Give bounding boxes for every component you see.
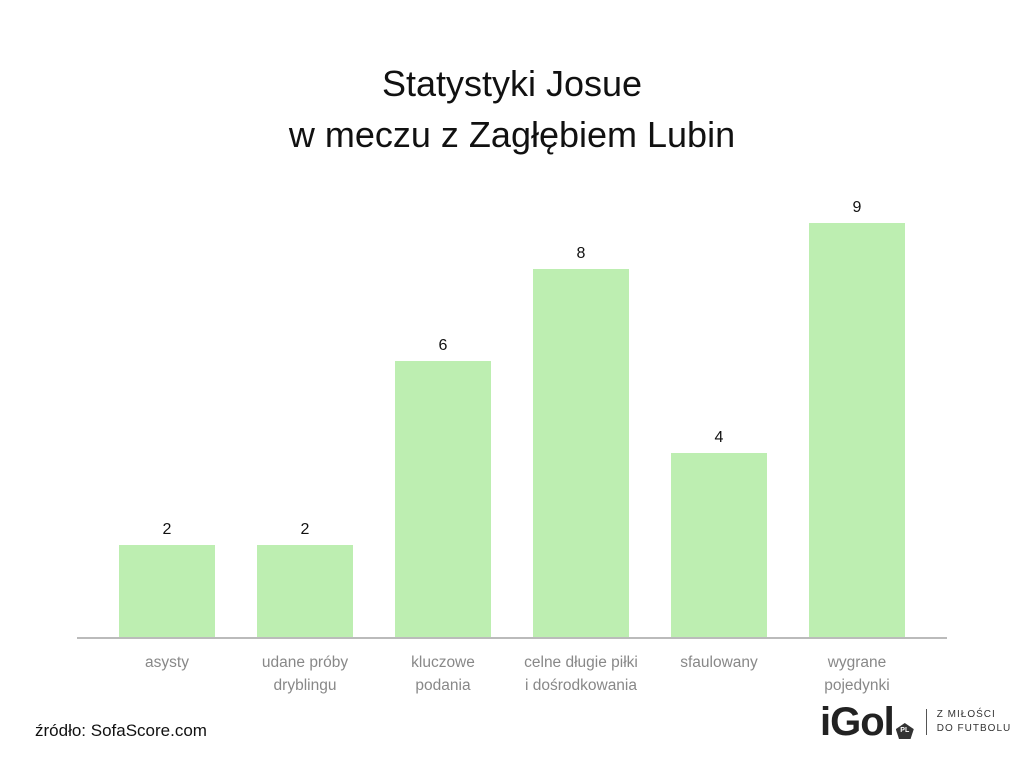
bar bbox=[533, 269, 629, 637]
logo-badge: PL bbox=[895, 723, 914, 739]
bar bbox=[119, 545, 215, 637]
data-label: 2 bbox=[163, 521, 172, 538]
data-label: 9 bbox=[853, 199, 862, 216]
logo-wordmark: iGol bbox=[820, 699, 895, 744]
x-tick-label: asysty bbox=[145, 654, 189, 671]
bar bbox=[395, 361, 491, 637]
x-tick-label: sfaulowany bbox=[680, 654, 758, 671]
logo-tagline: Z MIŁOŚCI DO FUTBOLU bbox=[937, 708, 1011, 736]
x-tick-label: i dośrodkowania bbox=[525, 677, 637, 694]
logo-divider bbox=[925, 709, 927, 735]
x-tick-label: celne długie piłki bbox=[524, 654, 638, 671]
bar bbox=[671, 453, 767, 637]
x-tick-label: pojedynki bbox=[824, 677, 890, 694]
data-label: 6 bbox=[439, 337, 448, 354]
chart-title-line-2: w meczu z Zagłębiem Lubin bbox=[288, 114, 736, 155]
data-label: 4 bbox=[715, 429, 724, 446]
logo-tagline-line-2: DO FUTBOLU bbox=[936, 723, 1012, 734]
x-tick-label: dryblingu bbox=[274, 677, 337, 694]
chart-title-line-1: Statystyki Josue bbox=[381, 63, 643, 104]
bar bbox=[809, 223, 905, 637]
x-tick-label: kluczowe bbox=[411, 654, 475, 671]
igol-logo: iGol PL Z MIŁOŚCI DO FUTBOLU bbox=[820, 700, 1011, 744]
x-tick-label: wygrane bbox=[827, 654, 887, 671]
bar bbox=[257, 545, 353, 637]
data-label: 2 bbox=[301, 521, 310, 538]
logo-tagline-line-1: Z MIŁOŚCI bbox=[936, 709, 996, 720]
data-label: 8 bbox=[577, 245, 586, 262]
x-tick-label: podania bbox=[415, 677, 471, 694]
x-tick-label: udane próby bbox=[262, 654, 348, 671]
source-note: źródło: SofaScore.com bbox=[35, 721, 207, 740]
